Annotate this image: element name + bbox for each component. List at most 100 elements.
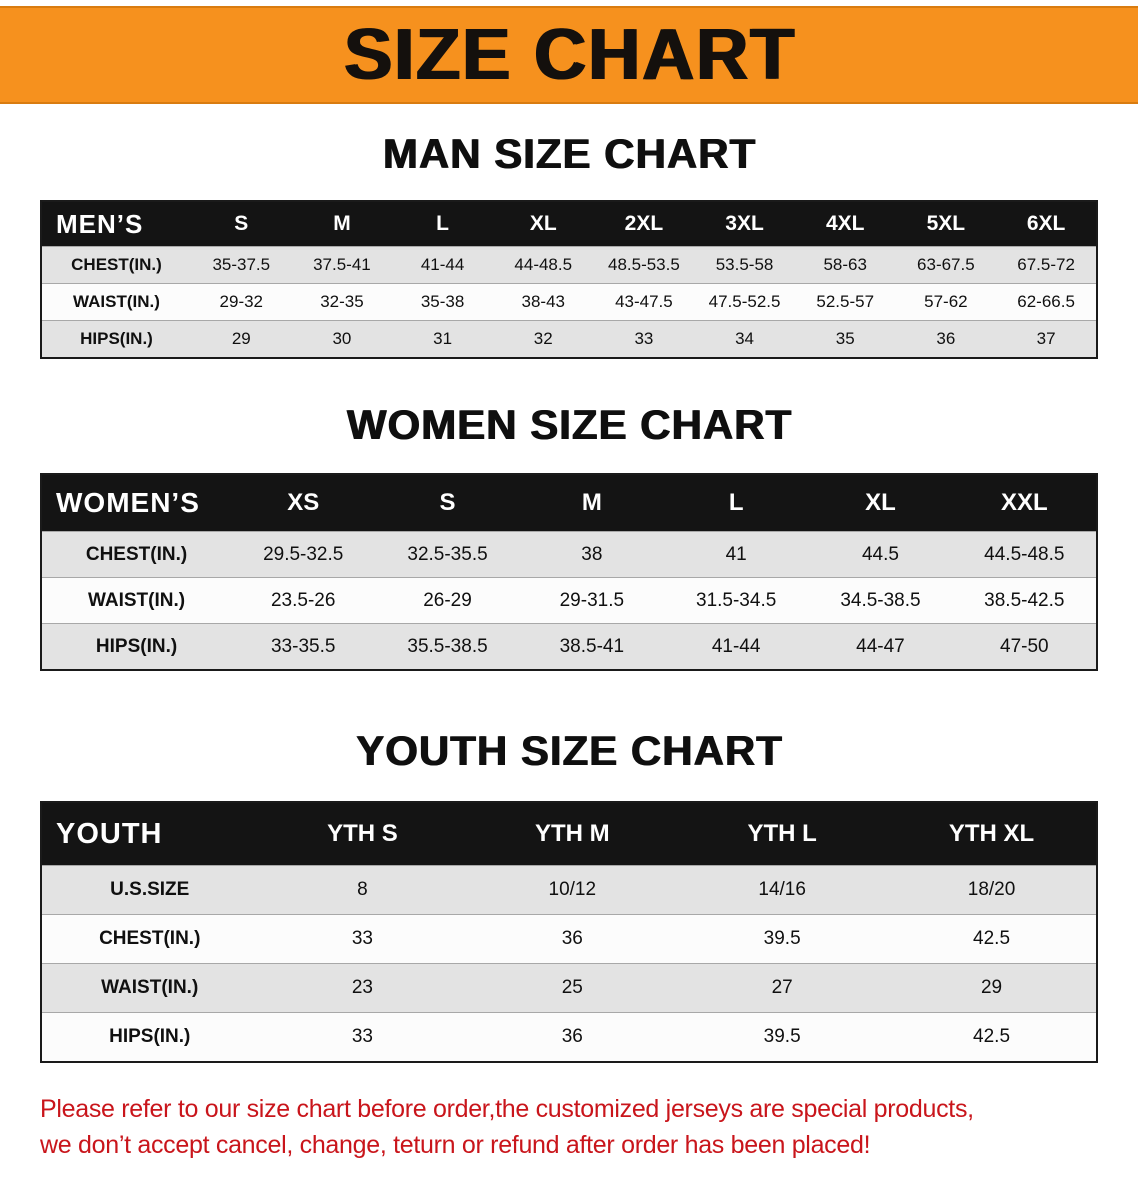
size-column-header: S [190, 201, 292, 247]
size-cell: 33 [351, 1026, 373, 1047]
row-label: U.S.SIZE [110, 879, 190, 900]
size-cell: 29 [980, 977, 1003, 998]
size-cell: 36 [561, 1026, 583, 1047]
size-cell: 25 [561, 977, 583, 998]
size-column-header: 5XL [895, 201, 997, 247]
size-cell: 33 [351, 928, 373, 949]
size-cell: 52.5-57 [816, 292, 875, 311]
size-cell: 29.5-32.5 [263, 543, 344, 565]
size-cell: 38 [581, 543, 603, 565]
size-cell: 35-37.5 [212, 255, 271, 274]
size-cell: 39.5 [763, 1026, 801, 1047]
size-cell: 10/12 [548, 879, 597, 900]
size-cell: 31.5-34.5 [696, 589, 777, 611]
size-column-header: YTH S [257, 802, 468, 866]
row-label: WAIST(IN.) [87, 589, 186, 611]
size-column-header: 4XL [794, 201, 896, 247]
women-section-heading: WOMEN SIZE CHART [346, 401, 792, 448]
size-cell: 14/16 [758, 879, 806, 900]
size-column-header: YTH L [677, 802, 888, 866]
size-column-header: YTH M [467, 802, 678, 866]
row-label: WAIST(IN.) [73, 292, 160, 311]
size-cell: 36 [936, 329, 956, 348]
row-label: CHEST(IN.) [85, 543, 188, 565]
size-cell: 33 [634, 329, 654, 348]
size-cell: 8 [357, 879, 368, 900]
size-cell: 43-47.5 [615, 292, 673, 311]
size-cell: 35 [835, 329, 855, 348]
size-cell: 47.5-52.5 [708, 292, 781, 311]
size-cell: 42.5 [973, 1026, 1011, 1047]
size-cell: 42.5 [973, 928, 1011, 949]
row-label: HIPS(IN.) [109, 1026, 191, 1047]
size-cell: 36 [561, 928, 583, 949]
size-column-header: L [392, 201, 493, 247]
youth-section-heading: YOUTH SIZE CHART [355, 727, 783, 774]
size-cell: 18/20 [967, 879, 1016, 900]
size-cell: 33-35.5 [270, 635, 336, 657]
size-cell: 53.5-58 [715, 255, 774, 274]
size-column-header: XL [492, 201, 594, 247]
men-header-row: MEN’S S M L XL 2XL 3XL 4XL 5XL 6XL [41, 201, 1097, 247]
women-header-row: WOMEN’S XS S M L XL XXL [41, 474, 1097, 532]
size-cell: 29-31.5 [559, 589, 625, 611]
footer-line-1: Please refer to our size chart before or… [40, 1095, 974, 1123]
size-cell: 48.5-53.5 [607, 255, 680, 274]
size-cell: 58-63 [823, 255, 867, 274]
women-hips-row: HIPS(IN.) 33-35.5 35.5-38.5 38.5-41 41-4… [41, 623, 1097, 670]
men-waist-row: WAIST(IN.) 29-32 32-35 35-38 38-43 43-47… [41, 283, 1097, 321]
youth-ussize-row: U.S.SIZE 8 10/12 14/16 18/20 [41, 865, 1097, 915]
size-cell: 38.5-41 [559, 635, 625, 657]
size-cell: 67.5-72 [1017, 255, 1075, 274]
size-cell: 32 [533, 329, 553, 348]
row-label: CHEST(IN.) [99, 928, 201, 949]
size-column-header: XS [231, 474, 376, 532]
page-title: SIZE CHART [343, 15, 795, 95]
size-cell: 41-44 [420, 255, 465, 274]
size-column-header: M [519, 474, 664, 532]
size-cell: 31 [433, 329, 453, 348]
youth-table-title: YOUTH [41, 802, 258, 866]
size-cell: 32-35 [320, 292, 364, 311]
men-section-heading: MAN SIZE CHART [382, 130, 756, 177]
women-size-section: WOMEN SIZE CHART WOMEN’S XS S M L XL XXL [0, 401, 1138, 671]
size-column-header: 2XL [593, 201, 695, 247]
footer-line-2: we don’t accept cancel, change, teturn o… [40, 1131, 871, 1160]
size-cell: 63-67.5 [917, 255, 975, 274]
size-cell: 26-29 [423, 589, 472, 611]
size-column-header: 6XL [996, 201, 1097, 247]
size-cell: 32.5-35.5 [407, 543, 488, 565]
size-cell: 38.5-42.5 [984, 589, 1065, 611]
youth-waist-row: WAIST(IN.) 23 25 27 29 [41, 963, 1097, 1013]
size-cell: 41 [725, 543, 747, 565]
women-waist-row: WAIST(IN.) 23.5-26 26-29 29-31.5 31.5-34… [41, 577, 1097, 624]
women-table-title: WOMEN’S [41, 474, 232, 532]
size-cell: 57-62 [924, 292, 968, 311]
men-size-section: MAN SIZE CHART MEN’S S M L XL 2XL 3XL 4X… [0, 130, 1138, 359]
size-column-header: XXL [952, 474, 1097, 532]
men-size-table: MEN’S S M L XL 2XL 3XL 4XL 5XL 6XL CHEST… [40, 200, 1098, 359]
footer-note: Please refer to our size chart before or… [40, 1091, 1108, 1164]
size-cell: 44.5 [861, 543, 899, 565]
size-cell: 39.5 [763, 928, 801, 949]
size-cell: 35.5-38.5 [407, 635, 488, 657]
banner: SIZE CHART [0, 6, 1138, 104]
row-label: HIPS(IN.) [80, 329, 153, 348]
size-cell: 44.5-48.5 [984, 543, 1065, 565]
size-cell: 47-50 [1000, 635, 1049, 657]
youth-hips-row: HIPS(IN.) 33 36 39.5 42.5 [41, 1012, 1097, 1062]
size-cell: 30 [332, 329, 352, 348]
size-cell: 44-48.5 [514, 255, 573, 274]
size-cell: 62-66.5 [1017, 292, 1075, 311]
size-cell: 34 [735, 329, 755, 348]
size-cell: 35-38 [420, 292, 465, 311]
youth-size-section: YOUTH SIZE CHART YOUTH YTH S YTH M YTH L… [0, 727, 1138, 1063]
men-table-title: MEN’S [41, 201, 191, 247]
size-column-header: XL [808, 474, 953, 532]
size-cell: 37.5-41 [313, 255, 371, 274]
size-column-header: YTH XL [887, 802, 1097, 866]
size-cell: 23.5-26 [270, 589, 336, 611]
size-column-header: M [291, 201, 393, 247]
women-chest-row: CHEST(IN.) 29.5-32.5 32.5-35.5 38 41 44.… [41, 531, 1097, 578]
